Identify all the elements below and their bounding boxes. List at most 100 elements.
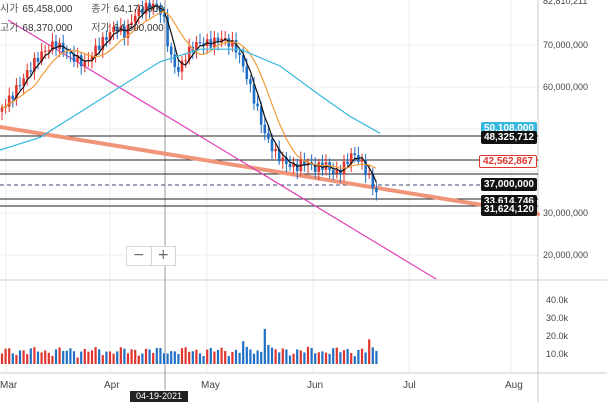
candle-body-42 [151,3,155,10]
volume-bar-80 [288,355,292,364]
candle-body-26 [94,45,97,56]
volume-bar-51 [184,347,187,364]
volume-bar-36 [130,349,133,364]
volume-tick-label-3: 10.0k [546,349,569,359]
candle-body-17 [61,42,65,53]
volume-bar-63 [227,356,230,364]
volume-tick-label-2: 20.0k [546,331,569,341]
candle-body-3 [11,95,15,100]
candle-body-21 [76,55,79,62]
candle-body-82 [295,163,299,172]
volume-bar-28 [101,355,104,364]
candle-body-92 [331,170,335,174]
volume-bar-56 [202,356,205,364]
candle-body-41 [148,2,151,10]
candle-body-34 [123,26,126,38]
volume-bar-83 [299,350,302,364]
volume-bar-39 [141,353,144,364]
candle-body-48 [173,54,177,68]
volume-bar-35 [126,353,130,364]
volume-bar-91 [328,353,331,364]
volume-bar-76 [274,349,277,364]
candle-body-49 [177,67,180,72]
volume-bar-79 [285,349,288,364]
candle-body-15 [54,41,58,49]
volume-bar-89 [321,351,324,364]
candle-body-18 [65,52,69,54]
zoom-out-button[interactable]: − [132,247,145,263]
candle-body-46 [166,16,169,47]
axes: 70,000,000 60,000,000 30,000,000 20,000,000… [0,0,588,391]
candle-body-101 [364,159,367,176]
volume-bar-59 [213,351,216,364]
volume-bar-81 [292,353,295,364]
volume-bar-9 [33,347,36,364]
price-tick-label-1: 60,000,000 [543,82,588,92]
volume-bar-49 [177,353,180,364]
open-label: 시가 [0,4,19,15]
volume-bar-55 [198,353,202,364]
volume-bar-33 [119,347,122,364]
volume-bar-62 [224,351,227,364]
price-tick-label-2: 30,000,000 [543,208,588,218]
candle-body-66 [238,52,241,56]
month-label-jul: Jul [403,380,416,391]
volume-bar-53 [191,351,194,364]
volume-bar-99 [357,349,360,364]
volume-bar-102 [368,339,371,364]
volume-bar-40 [144,348,148,364]
candle-body-22 [79,55,83,67]
volume-bar-24 [87,351,90,364]
candle-body-6 [22,78,25,86]
volume-bar-85 [306,346,310,364]
candle-body-65 [234,39,238,53]
volume-bar-90 [324,352,328,364]
volume-bar-8 [29,348,32,364]
candle-body-76 [274,148,277,152]
candle-body-80 [288,164,292,167]
trendline-magenta [7,19,437,280]
price-tick-label-0: 70,000,000 [543,40,588,50]
candle-body-8 [29,70,33,72]
volume-bar-5 [18,350,22,364]
candle-body-104 [375,187,378,193]
candle-body-84 [303,159,306,165]
candle-body-2 [7,95,11,107]
volume-bar-94 [339,352,342,364]
volume-bar-20 [72,351,76,364]
volume-bar-47 [170,351,173,364]
volume-bar-13 [47,352,50,364]
volume-bar-31 [112,353,115,364]
candle-body-11 [40,51,43,62]
price-tag-31: 31,624,120 [480,203,537,216]
volume-bar-29 [105,351,108,364]
candle-body-87 [313,164,317,172]
volume-bar-42 [152,352,155,364]
candle-body-19 [69,52,72,54]
candle-body-70 [252,84,256,104]
ma-long-line [0,48,381,151]
candle-body-5 [18,85,22,87]
volume-bar-41 [148,349,151,364]
volume-bar-54 [195,349,198,364]
candle-body-29 [105,37,108,41]
month-label-mar: Mar [0,380,18,391]
volume-bar-58 [209,347,212,364]
candle-body-79 [285,157,288,165]
zoom-in-button[interactable]: + [150,247,176,265]
close-value: 64,170,000 [113,4,164,15]
volume-bar-14 [51,355,54,364]
volume-bar-74 [267,345,270,364]
candle-body-64 [231,39,234,47]
candle-body-73 [263,124,267,134]
ma-mid-line [1,10,377,169]
volume-bar-66 [238,352,241,364]
ohlc-readout: 시가 65,458,000 종가 64,170,000 고가 68,370,000 저… [0,0,180,38]
candle-body-100 [360,159,364,162]
candle-body-71 [256,103,259,107]
volume-bar-23 [83,349,86,364]
candle-body-78 [281,157,285,162]
volume-bar-65 [234,349,238,364]
volume-bar-26 [94,347,97,364]
